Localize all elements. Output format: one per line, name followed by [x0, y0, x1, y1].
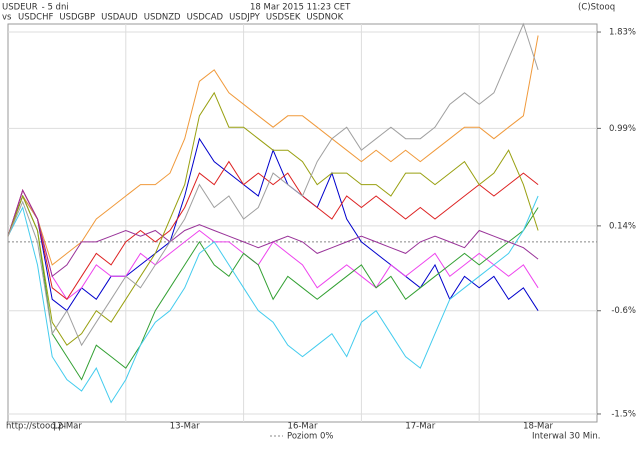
- source: http://stooq.pl: [6, 422, 66, 432]
- interval: Interwal 30 Min.: [532, 432, 600, 442]
- series-line: [7, 91, 539, 346]
- legend-entry: USDCAD: [187, 13, 224, 23]
- x-tick-label: 12-Mar: [52, 422, 82, 432]
- y-tick-label: 0.99%: [609, 124, 636, 134]
- legend-entry: USDAUD: [101, 13, 138, 23]
- x-tick-label: 17-Mar: [405, 422, 435, 432]
- x-tick-label: 16-Mar: [288, 422, 318, 432]
- series-line: [7, 195, 539, 404]
- x-tick-label: 13-Mar: [170, 422, 200, 432]
- series-line: [7, 160, 539, 301]
- series-line: [7, 22, 539, 347]
- period: - 5 dni: [42, 3, 69, 13]
- y-tick-label: 1.83%: [609, 28, 636, 38]
- copyright: (C)Stooq: [578, 3, 615, 13]
- reference-label: Poziom 0%: [287, 432, 334, 442]
- series-line: [7, 188, 539, 278]
- legend-entry: USDJPY: [229, 13, 261, 23]
- legend-entry: USDNZD: [144, 13, 181, 23]
- chart-title: 18 Mar 2015 11:23 CET: [250, 3, 351, 13]
- series-line: [7, 194, 539, 381]
- y-tick-label: -0.6%: [611, 306, 636, 316]
- plot-frame: [7, 23, 598, 423]
- legend-entry: USDCHF: [18, 13, 53, 23]
- legend-entry: USDGBP: [59, 13, 95, 23]
- legend-entry: USDNOK: [306, 13, 343, 23]
- y-tick-label: 0.14%: [609, 221, 636, 231]
- vs-label: vs: [2, 13, 12, 23]
- y-tick-label: -1.5%: [611, 409, 636, 419]
- series-line: [7, 35, 539, 266]
- legend-entry: USDSEK: [266, 13, 301, 23]
- legend-entry: USDEUR: [2, 3, 38, 13]
- x-tick-label: 18-Mar: [523, 422, 553, 432]
